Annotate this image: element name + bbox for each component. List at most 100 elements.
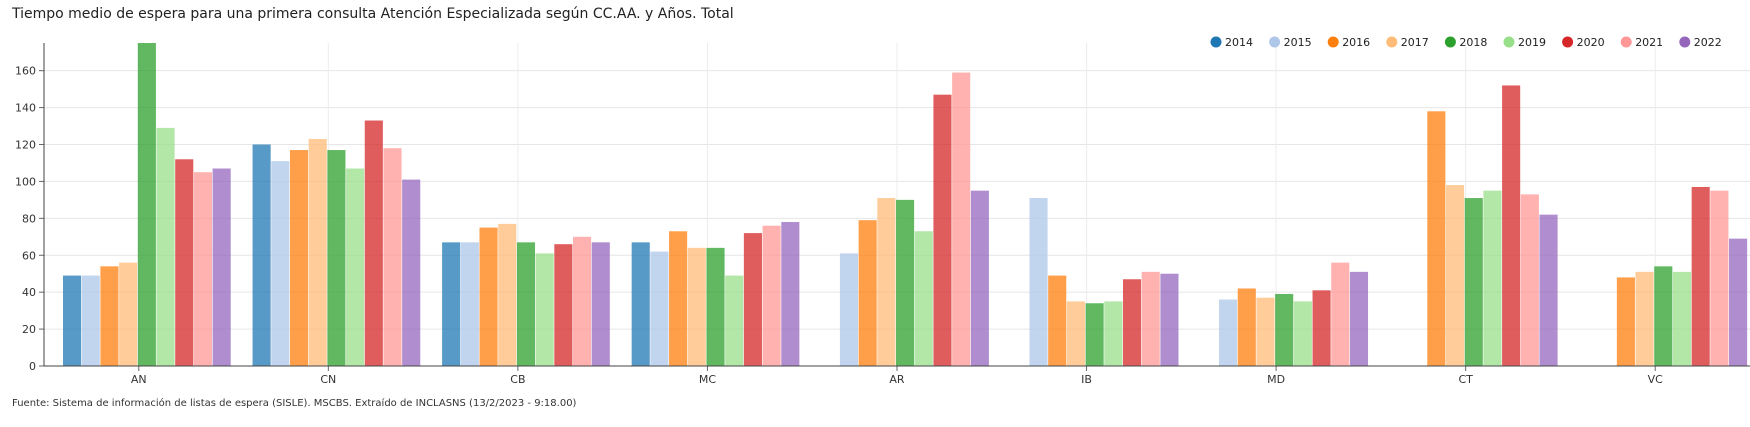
bar-2022-AR[interactable] xyxy=(970,190,989,366)
bar-2019-MC[interactable] xyxy=(725,275,744,366)
bar-2017-VC[interactable] xyxy=(1635,271,1654,366)
bar-2020-MC[interactable] xyxy=(743,233,762,366)
bar-2020-CN[interactable] xyxy=(364,120,383,367)
legend-swatch-2018[interactable] xyxy=(1444,36,1456,48)
legend-swatch-2021[interactable] xyxy=(1620,36,1632,48)
bar-2018-MC[interactable] xyxy=(706,247,725,366)
legend-label-2018[interactable]: 2018 xyxy=(1459,36,1487,49)
bar-2017-CT[interactable] xyxy=(1445,185,1465,366)
legend-swatch-2015[interactable] xyxy=(1269,36,1281,48)
bar-2022-MC[interactable] xyxy=(781,222,800,366)
bar-2022-AN[interactable] xyxy=(212,168,231,366)
bar-2015-MD[interactable] xyxy=(1219,299,1238,366)
bar-2016-MC[interactable] xyxy=(669,231,688,366)
bar-2014-MC[interactable] xyxy=(631,242,650,366)
bar-2020-IB[interactable] xyxy=(1122,279,1142,366)
bar-2021-AR[interactable] xyxy=(952,72,971,366)
bar-2020-CT[interactable] xyxy=(1502,85,1521,367)
bar-2018-MD[interactable] xyxy=(1275,294,1294,366)
bar-2016-CB[interactable] xyxy=(479,227,498,366)
legend: 2014 2015 2016 2017 2018 2019 2020 2021 2022 xyxy=(1210,36,1722,49)
bar-2022-CB[interactable] xyxy=(591,242,610,366)
bar-2017-AN[interactable] xyxy=(119,262,138,366)
x-tick-label: AR xyxy=(889,373,905,386)
bar-2016-AR[interactable] xyxy=(858,220,877,366)
bar-2021-MC[interactable] xyxy=(762,225,781,366)
bar-2021-MD[interactable] xyxy=(1331,262,1350,366)
bar-2018-AR[interactable] xyxy=(896,199,915,366)
bar-2019-AN[interactable] xyxy=(156,127,175,366)
bar-2016-MD[interactable] xyxy=(1237,288,1256,366)
bar-2018-CN[interactable] xyxy=(327,150,346,366)
bar-2016-VC[interactable] xyxy=(1616,277,1635,366)
bar-2017-CB[interactable] xyxy=(498,223,517,366)
bar-2021-VC[interactable] xyxy=(1710,190,1729,366)
bar-2022-MD[interactable] xyxy=(1349,271,1369,366)
legend-swatch-2016[interactable] xyxy=(1327,36,1339,48)
bar-2017-IB[interactable] xyxy=(1066,301,1085,366)
bar-2016-CT[interactable] xyxy=(1427,111,1446,366)
y-tick-label: 0 xyxy=(29,360,36,373)
x-tick-label: IB xyxy=(1081,373,1092,386)
legend-label-2017[interactable]: 2017 xyxy=(1401,36,1429,49)
legend-swatch-2014[interactable] xyxy=(1210,36,1222,48)
legend-label-2014[interactable]: 2014 xyxy=(1225,36,1253,49)
bar-2022-VC[interactable] xyxy=(1729,238,1748,366)
bar-2022-CN[interactable] xyxy=(402,179,421,366)
bar-2021-IB[interactable] xyxy=(1141,271,1160,366)
bar-2022-CT[interactable] xyxy=(1539,214,1558,366)
bar-2020-CB[interactable] xyxy=(554,244,573,366)
bar-2017-CN[interactable] xyxy=(308,138,327,366)
bar-2015-CN[interactable] xyxy=(271,161,290,366)
bar-2016-AN[interactable] xyxy=(100,266,119,366)
bar-2020-AN[interactable] xyxy=(175,159,194,366)
bar-2021-AN[interactable] xyxy=(193,172,212,366)
legend-label-2022[interactable]: 2022 xyxy=(1694,36,1722,49)
bar-2019-CT[interactable] xyxy=(1483,190,1502,366)
y-tick-label: 80 xyxy=(22,212,36,225)
bar-2019-MD[interactable] xyxy=(1293,301,1312,366)
bar-2019-AR[interactable] xyxy=(914,231,933,366)
legend-label-2020[interactable]: 2020 xyxy=(1577,36,1605,49)
chart-title: Tiempo medio de espera para una primera … xyxy=(12,6,734,22)
source-note: Fuente: Sistema de información de listas… xyxy=(12,398,577,409)
legend-swatch-2020[interactable] xyxy=(1562,36,1574,48)
bar-2014-AN[interactable] xyxy=(63,275,82,366)
bar-2015-AN[interactable] xyxy=(81,275,100,366)
legend-swatch-2022[interactable] xyxy=(1679,36,1691,48)
bar-2017-MC[interactable] xyxy=(687,247,706,366)
bar-2015-AR[interactable] xyxy=(839,253,859,366)
legend-swatch-2017[interactable] xyxy=(1386,36,1398,48)
bar-2016-IB[interactable] xyxy=(1048,275,1067,366)
bar-2019-VC[interactable] xyxy=(1672,271,1692,366)
bar-2015-IB[interactable] xyxy=(1029,198,1048,366)
legend-label-2016[interactable]: 2016 xyxy=(1342,36,1370,49)
bar-2018-CT[interactable] xyxy=(1464,198,1483,366)
bar-2015-CB[interactable] xyxy=(460,242,479,366)
bar-2014-CB[interactable] xyxy=(442,242,461,366)
bar-2017-MD[interactable] xyxy=(1256,297,1275,366)
legend-label-2015[interactable]: 2015 xyxy=(1284,36,1312,49)
bar-2021-CN[interactable] xyxy=(383,148,402,366)
bar-2022-IB[interactable] xyxy=(1160,273,1179,366)
bar-2019-CB[interactable] xyxy=(535,253,554,366)
bar-2020-AR[interactable] xyxy=(933,94,952,367)
legend-label-2021[interactable]: 2021 xyxy=(1635,36,1663,49)
bar-2015-MC[interactable] xyxy=(650,251,669,366)
bar-2018-AN[interactable] xyxy=(137,43,156,366)
bar-2020-VC[interactable] xyxy=(1691,186,1710,366)
bar-2021-CT[interactable] xyxy=(1520,194,1539,366)
bar-2018-CB[interactable] xyxy=(516,242,536,366)
bar-2018-VC[interactable] xyxy=(1654,266,1673,366)
legend-swatch-2019[interactable] xyxy=(1503,36,1515,48)
bar-2016-CN[interactable] xyxy=(289,150,309,366)
legend-label-2019[interactable]: 2019 xyxy=(1518,36,1546,49)
bar-2019-IB[interactable] xyxy=(1104,301,1123,366)
bar-2014-CN[interactable] xyxy=(252,144,271,366)
bar-2021-CB[interactable] xyxy=(573,236,592,366)
bar-2017-AR[interactable] xyxy=(877,198,896,366)
bar-2020-MD[interactable] xyxy=(1312,290,1331,366)
bar-2019-CN[interactable] xyxy=(346,168,365,366)
bar-2018-IB[interactable] xyxy=(1085,303,1104,366)
